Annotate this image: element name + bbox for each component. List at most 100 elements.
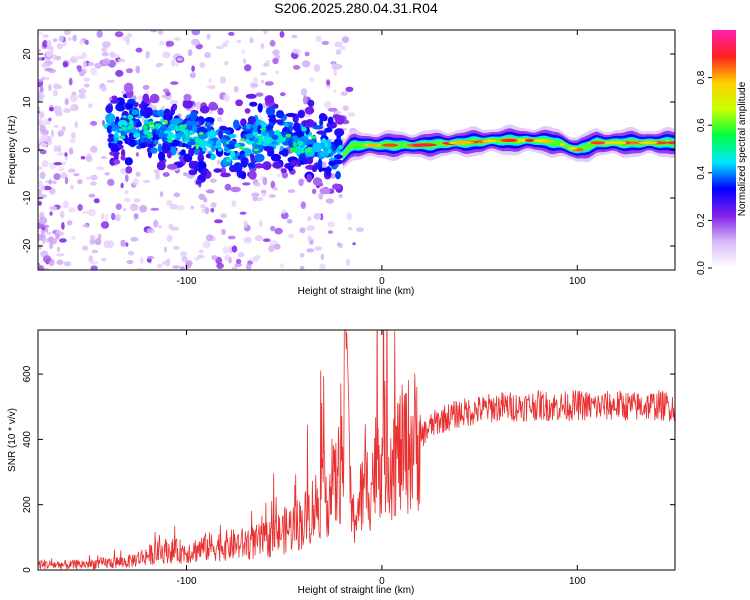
spectrogram-cell (260, 190, 267, 194)
spectrogram-cell (313, 213, 322, 220)
spectrogram-cell (63, 261, 72, 267)
spectrogram-cell (453, 141, 473, 145)
spectrogram-cell (90, 145, 98, 153)
spectrogram-cell (345, 86, 354, 93)
spectrogram-cell (280, 92, 286, 97)
spectrogram-cell (109, 51, 116, 58)
spectrogram-cell (71, 131, 76, 139)
spectrogram-cell (49, 205, 58, 211)
spectrogram-cell (613, 141, 627, 145)
spectrogram-cell (115, 69, 124, 77)
spectrogram-cell (84, 39, 89, 46)
spectrogram-cell (100, 85, 107, 92)
spectrogram-cell (255, 92, 264, 97)
spectrogram-cell (280, 168, 287, 174)
spectrogram-cell (215, 139, 222, 149)
spectrogram-cell (90, 67, 98, 76)
spectrogram-cell (198, 150, 204, 160)
spectrogram-cell (115, 203, 122, 210)
spectrogram-cell (346, 258, 350, 266)
spectrogram-cell (49, 211, 53, 216)
spectrogram-cell (208, 101, 218, 111)
snr-axes: -100 0 100 0 200 400 600 (22, 330, 675, 587)
spectrogram-cell (263, 62, 270, 67)
spectrogram-cell (220, 167, 227, 174)
spectrogram-cell (205, 234, 214, 242)
spectrogram-cell (172, 134, 177, 139)
spectrogram-cell (330, 173, 336, 179)
spectrogram-cell (181, 256, 188, 262)
spectrogram-cell (281, 209, 286, 214)
spectrogram-cell (120, 126, 127, 131)
spectrogram-cell (260, 43, 265, 50)
spectrogram-cell (108, 133, 114, 139)
spectrogram-cell (110, 99, 120, 104)
spectrogram-cell (180, 251, 188, 258)
spectrogram-cell (89, 234, 96, 240)
spectrogram-cell (155, 63, 162, 68)
spectrogram-cell (334, 128, 345, 137)
spectrogram-cell (482, 139, 489, 143)
spectrogram-cell (143, 129, 150, 135)
spectrogram-cell (257, 103, 263, 113)
spectrogram-cell (340, 91, 348, 96)
spectrogram-cell (257, 124, 262, 135)
spectrogram-cell (125, 242, 129, 247)
spectrogram-cell (173, 192, 181, 198)
spectrogram-cell (149, 93, 160, 104)
spectrogram-cell (129, 203, 139, 212)
spectrogram-cell (87, 62, 95, 66)
spectrogram-cell (260, 127, 266, 131)
spectrogram-cell (161, 137, 167, 143)
spectrogram-cell (342, 105, 349, 111)
spectrogram-cell (159, 191, 164, 198)
colorbar: 0.0 0.2 0.4 0.6 0.8 Normalized spectral ampl… (696, 30, 748, 275)
spectrogram-cell (60, 172, 68, 179)
spectrogram-cell (57, 145, 62, 153)
spectrogram-cell (233, 119, 240, 130)
spectrogram-cell (82, 60, 87, 69)
spectrogram-cell (321, 138, 326, 143)
spectrogram-cell (309, 147, 313, 150)
spectrogram-cell (156, 161, 166, 171)
spectrogram-cell (147, 133, 153, 136)
spectrogram-cell (168, 132, 173, 137)
spectrogram-ylabel: Frequency (Hz) (7, 116, 18, 185)
spectrogram-cell (38, 234, 42, 242)
spectrogram-cell (256, 197, 264, 202)
spectrogram-cell (220, 213, 227, 219)
spectrogram-cell (241, 49, 246, 54)
spectrogram-cell (327, 116, 334, 125)
spectrogram-cell (216, 116, 223, 123)
spectrogram-cell (314, 246, 323, 251)
spectrogram-cell (130, 123, 134, 128)
spectrogram-cell (91, 249, 99, 254)
spectrogram-cell (64, 152, 68, 157)
spectrogram-cell (242, 58, 247, 64)
spectrogram-cell (74, 121, 79, 129)
spectrogram-cell (135, 152, 139, 157)
spectrogram-cell (272, 103, 279, 109)
spectrogram-cell (38, 192, 42, 198)
spectrogram-cell (124, 157, 133, 166)
spectrogram-cell (157, 109, 165, 117)
spectrogram-cell (53, 124, 59, 128)
spectrogram-cell (48, 187, 56, 195)
colorbar-ticks: 0.0 0.2 0.4 0.6 0.8 (696, 70, 712, 275)
spectrogram-cell (567, 146, 578, 150)
spectrogram-cell (45, 50, 53, 58)
spectrogram-cell (185, 134, 191, 138)
spectrogram-cell (221, 228, 226, 236)
spectrogram-cell (260, 72, 267, 76)
spectrogram-cell (167, 138, 173, 144)
spectrogram-cell (191, 30, 201, 36)
spectrogram-cell (224, 39, 230, 45)
snr-panel: -100 0 100 0 200 400 600 Height of straight li… (7, 329, 676, 596)
spectrogram-cell (133, 178, 139, 186)
spectrogram-cell (56, 246, 61, 253)
spectrogram-cell (133, 213, 139, 220)
spectrogram-cell (299, 149, 305, 154)
spectrogram-cell (87, 208, 96, 217)
spectrogram-cell (262, 130, 268, 137)
